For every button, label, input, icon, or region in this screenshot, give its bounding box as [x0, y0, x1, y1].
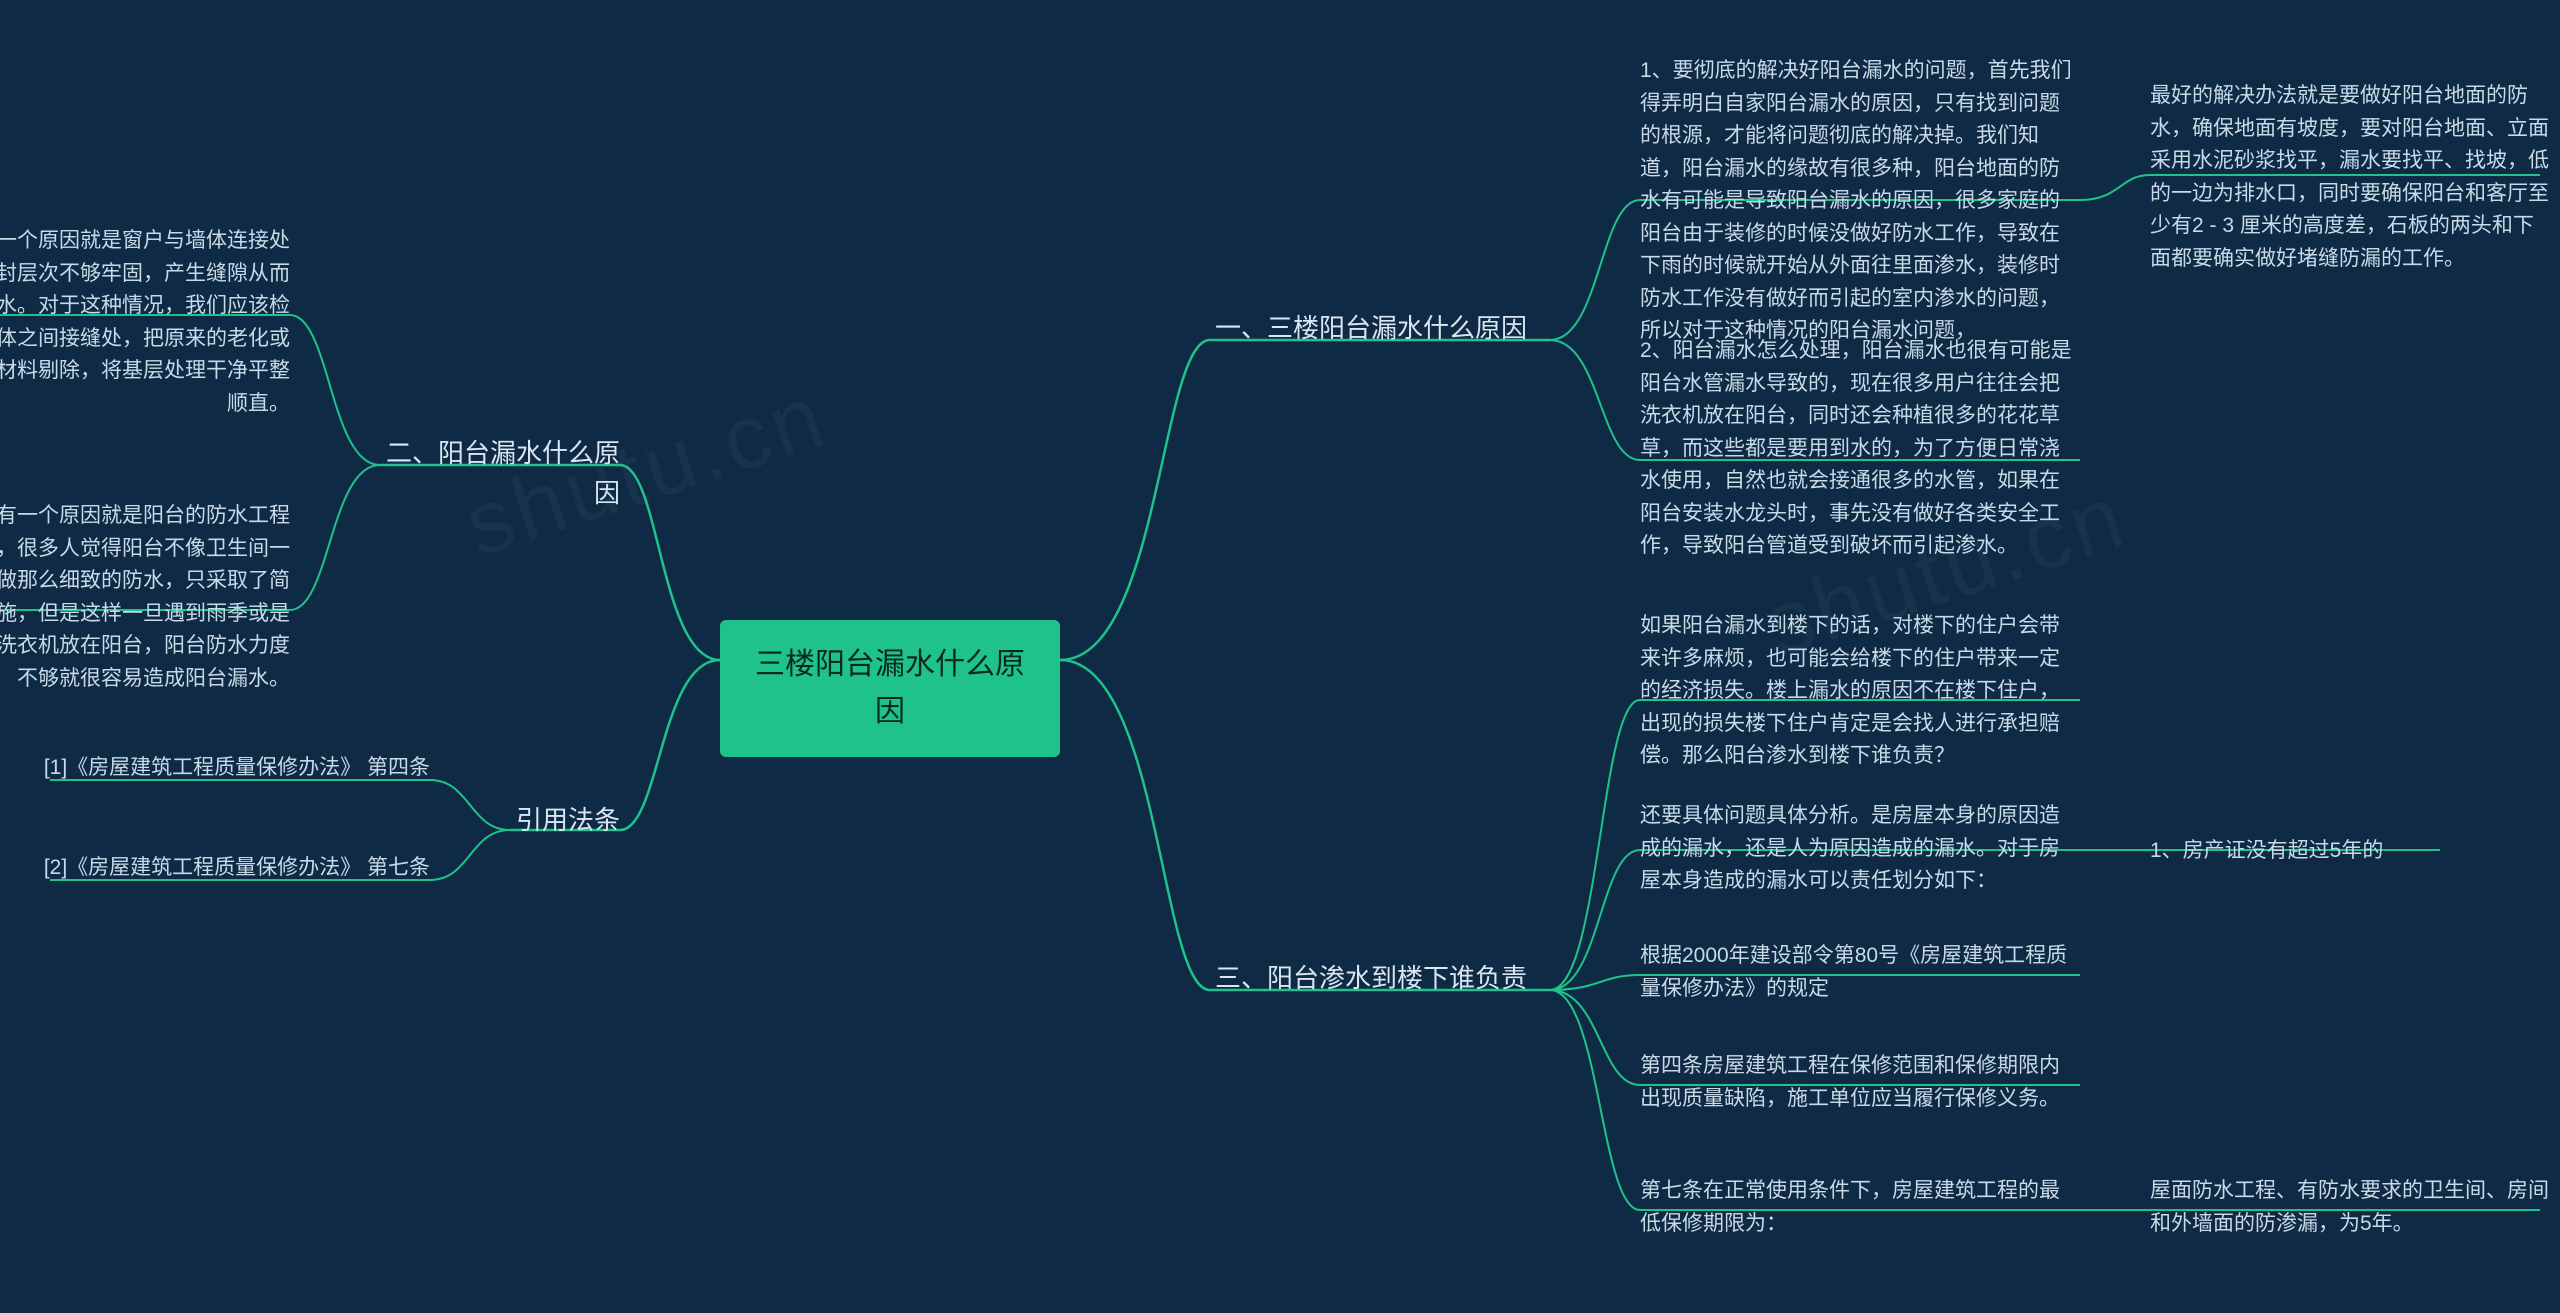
branch-left-refs[interactable]: 引用法条 [500, 800, 620, 840]
leaf-l2-c1: 阳台漏水第一个原因就是窗户与墙体连接处的的防水密封层次不够牢固，产生缝隙从而导致… [0, 225, 290, 420]
leaf-r3-c2: 还要具体问题具体分析。是房屋本身的原因造成的漏水，还是人为原因造成的漏水。对于房… [1640, 800, 2080, 898]
leaf-ref-1: [1]《房屋建筑工程质量保修办法》 第四条 [30, 752, 430, 785]
branch-right-1[interactable]: 一、三楼阳台漏水什么原因 [1215, 308, 1527, 348]
leaf-r3-c5-g1: 屋面防水工程、有防水要求的卫生间、房间和外墙面的防渗漏，为5年。 [2150, 1175, 2550, 1240]
leaf-r3-c3: 根据2000年建设部令第80号《房屋建筑工程质量保修办法》的规定 [1640, 940, 2080, 1005]
leaf-r1-c2: 2、阳台漏水怎么处理，阳台漏水也很有可能是阳台水管漏水导致的，现在很多用户往往会… [1640, 335, 2080, 563]
root-node[interactable]: 三楼阳台漏水什么原因 [720, 620, 1060, 757]
leaf-ref-2: [2]《房屋建筑工程质量保修办法》 第七条 [30, 852, 430, 885]
leaf-r1-c1: 1、要彻底的解决好阳台漏水的问题，首先我们得弄明白自家阳台漏水的原因，只有找到问… [1640, 55, 2080, 348]
branch-left-2[interactable]: 二、阳台漏水什么原因 [370, 433, 620, 514]
leaf-r3-c5: 第七条在正常使用条件下，房屋建筑工程的最低保修期限为： [1640, 1175, 2080, 1240]
leaf-r1-c1-g1: 最好的解决办法就是要做好阳台地面的防水，确保地面有坡度，要对阳台地面、立面采用水… [2150, 80, 2550, 275]
leaf-r3-c4: 第四条房屋建筑工程在保修范围和保修期限内出现质量缺陷，施工单位应当履行保修义务。 [1640, 1050, 2080, 1115]
leaf-l2-c2: 阳台漏水还有一个原因就是阳台的防水工程没有做好，很多人觉得阳台不像卫生间一样，不… [0, 500, 290, 695]
branch-right-3[interactable]: 三、阳台渗水到楼下谁负责 [1215, 958, 1527, 998]
leaf-r3-c1: 如果阳台漏水到楼下的话，对楼下的住户会带来许多麻烦，也可能会给楼下的住户带来一定… [1640, 610, 2080, 773]
leaf-r3-c2-g1: 1、房产证没有超过5年的 [2150, 835, 2450, 868]
